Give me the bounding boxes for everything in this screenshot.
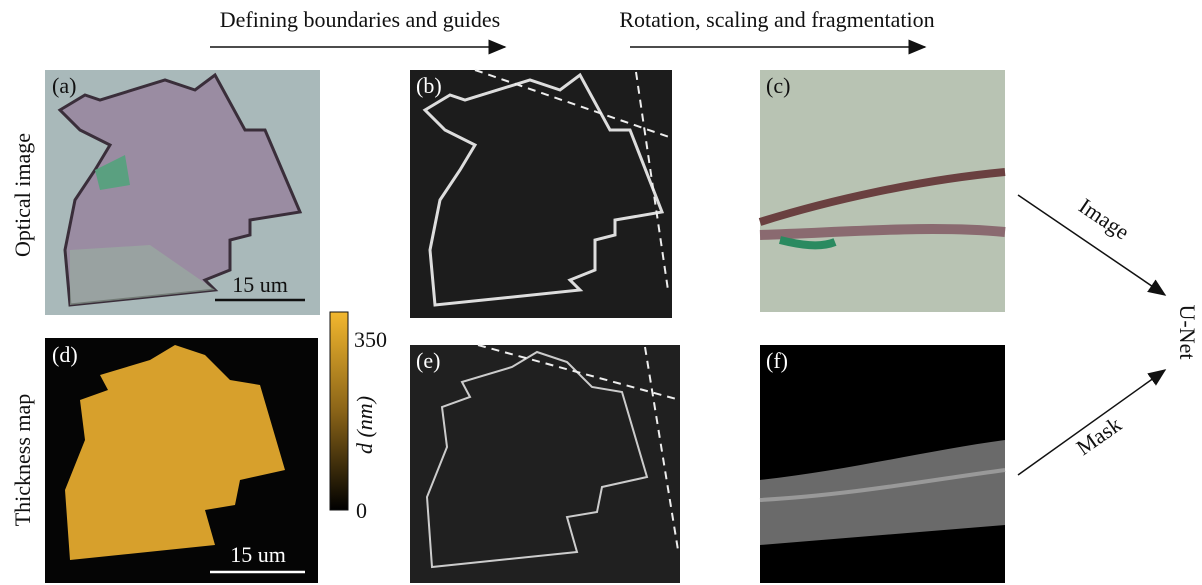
panel-label: (f) <box>766 348 788 373</box>
panel-label: (e) <box>416 348 440 373</box>
panel-label: (a) <box>52 73 76 98</box>
panel-label: (d) <box>52 342 78 367</box>
scale-label: 15 um <box>232 272 288 297</box>
panel-d: (d) 15 um <box>45 338 318 583</box>
row-label: Optical image <box>10 133 35 257</box>
arrow <box>1017 194 1167 296</box>
panel-f: (f) <box>759 345 1006 583</box>
row-label: Thickness map <box>10 394 35 527</box>
colorbar-min: 0 <box>356 498 367 523</box>
colorbar-label: d (nm) <box>352 396 377 454</box>
arrow-label: Image <box>1074 193 1134 244</box>
panel-label: (b) <box>416 73 442 98</box>
scale-label: 15 um <box>230 542 286 567</box>
panel-e: (e) <box>410 344 681 583</box>
panel-c: (c) <box>758 70 1006 312</box>
panel-b: (b) <box>410 69 673 318</box>
network-label: U-Net <box>1175 305 1200 360</box>
step-label: Defining boundaries and guides <box>220 7 500 32</box>
colorbar-max: 350 <box>354 327 387 352</box>
arrow-label: Mask <box>1072 412 1126 461</box>
arrow <box>1017 369 1167 476</box>
panel-a: (a) 15 um <box>45 70 320 315</box>
colorbar: 350 0 d (nm) <box>329 311 387 523</box>
step-label: Rotation, scaling and fragmentation <box>619 7 934 32</box>
panel-label: (c) <box>766 73 790 98</box>
